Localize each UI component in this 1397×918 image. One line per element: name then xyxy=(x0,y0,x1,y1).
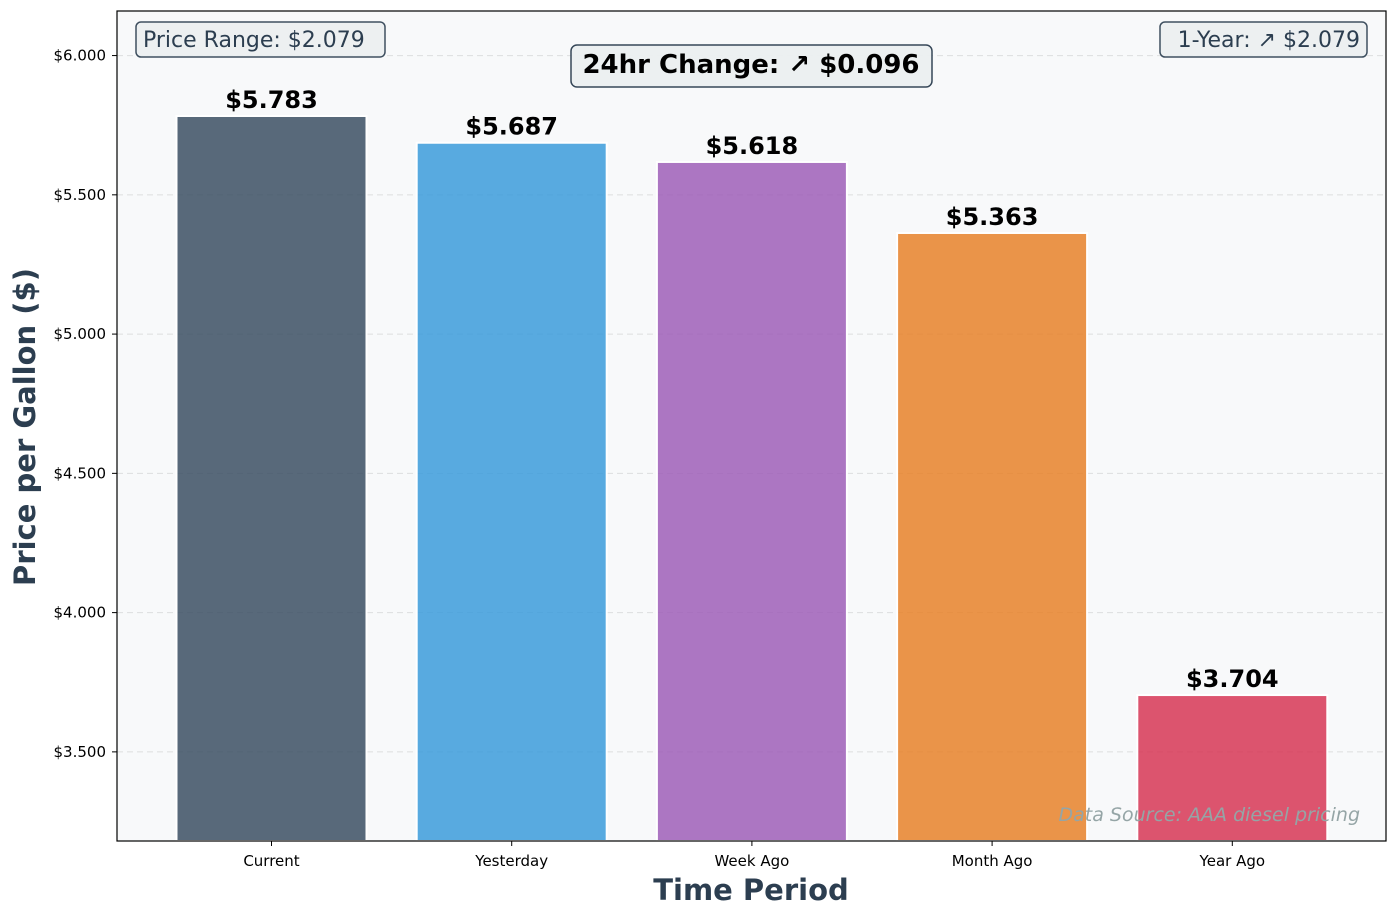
bar-value-label: $3.704 xyxy=(1186,665,1279,693)
y-tick-label: $5.000 xyxy=(54,325,107,343)
one-year-change-box: 1-Year: ↗ $2.079 xyxy=(1159,21,1368,58)
x-tick-label: Current xyxy=(243,852,299,870)
y-tick-label: $4.000 xyxy=(54,604,107,622)
x-tick-label: Week Ago xyxy=(714,852,789,870)
x-axis-title: Time Period xyxy=(653,873,849,907)
bar-value-label: $5.618 xyxy=(706,132,799,160)
daily-change-box: 24hr Change: ↗ $0.096 xyxy=(570,44,933,88)
y-axis-title: Price per Gallon ($) xyxy=(8,268,42,586)
bar-week-ago xyxy=(655,160,848,843)
y-tick-label: $4.500 xyxy=(54,464,107,482)
bar-year-ago xyxy=(1136,694,1329,843)
data-source-note: Data Source: AAA diesel pricing xyxy=(1059,804,1360,826)
x-tick-label: Yesterday xyxy=(474,852,548,870)
bar-current xyxy=(175,115,368,842)
one-year-change-text: 1-Year: ↗ $2.079 xyxy=(1178,28,1360,53)
price-range-text: Price Range: $2.079 xyxy=(143,28,365,53)
axis-ticks: $3.500 $4.000 $4.500 $5.000 $5.500 $6.000 Curr… xyxy=(54,47,1266,870)
bar-yesterday xyxy=(415,141,608,842)
y-tick-label: $3.500 xyxy=(54,743,107,761)
y-tick-label: $5.500 xyxy=(54,186,107,204)
bar-month-ago xyxy=(896,231,1089,842)
x-tick-label: Month Ago xyxy=(952,852,1033,870)
bars xyxy=(175,115,1329,843)
plot-frame xyxy=(116,10,1387,842)
y-tick-label: $6.000 xyxy=(54,47,107,65)
x-tick-label: Year Ago xyxy=(1199,852,1266,870)
price-range-box: Price Range: $2.079 xyxy=(135,21,386,58)
bar-value-label: $5.687 xyxy=(465,113,558,141)
bar-value-labels: $5.783 $5.687 $5.618 $5.363 $3.704 xyxy=(225,86,1278,693)
bar-value-label: $5.363 xyxy=(946,203,1039,231)
bar-value-label: $5.783 xyxy=(225,86,318,114)
daily-change-text: 24hr Change: ↗ $0.096 xyxy=(582,50,919,80)
